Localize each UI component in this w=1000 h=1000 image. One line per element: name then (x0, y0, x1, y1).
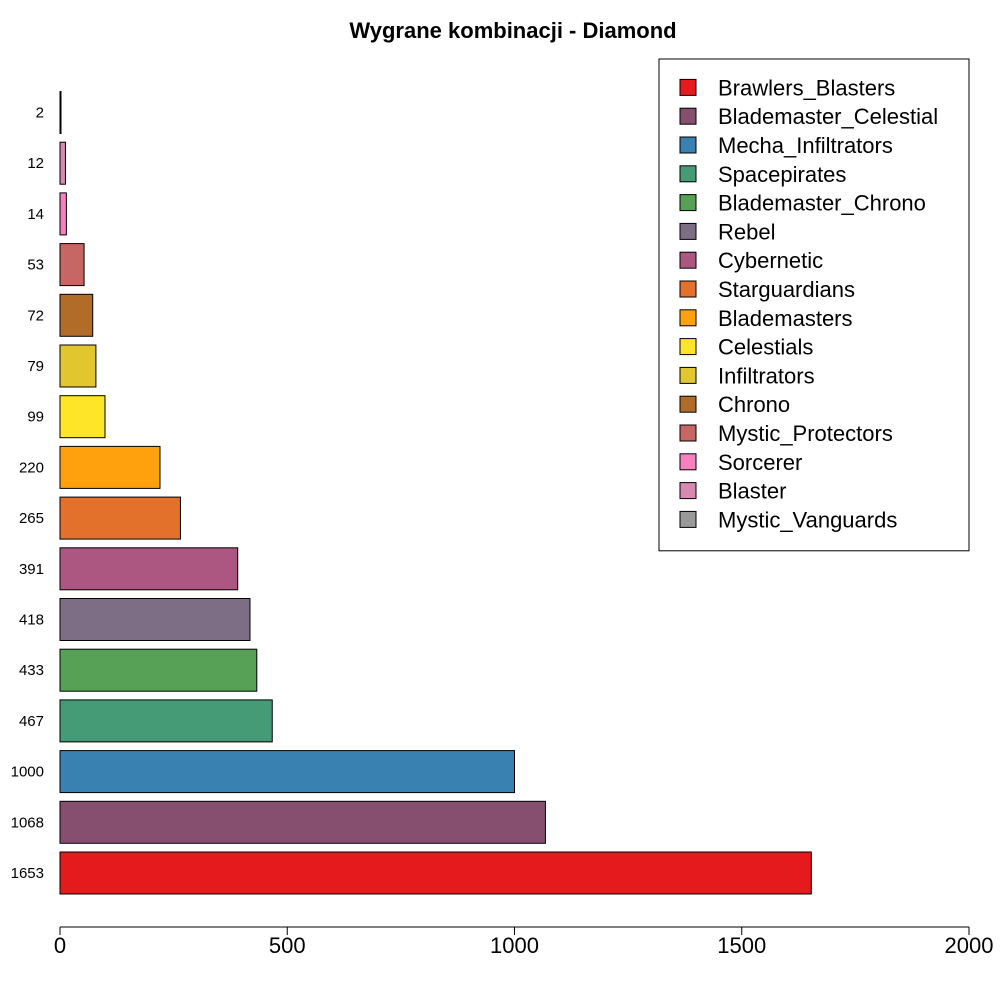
bar-391 (59, 547, 239, 591)
category-label: 79 (27, 358, 44, 375)
legend-swatch (679, 424, 697, 442)
legend-swatch (679, 395, 697, 413)
legend-swatch (679, 510, 697, 528)
category-label: 53 (27, 257, 44, 274)
bar-1653 (59, 851, 812, 895)
legend-entry: Infiltrators (718, 363, 815, 388)
bars-group (59, 91, 812, 895)
bar-467 (59, 699, 273, 743)
legend-entry: Cybernetic (718, 248, 823, 273)
category-label: 1000 (11, 764, 44, 781)
bar-265 (59, 496, 181, 540)
bar-433 (59, 648, 258, 692)
category-label: 391 (19, 561, 44, 578)
legend-entry: Blademaster_Chrono (718, 191, 926, 216)
bar-12 (59, 141, 66, 185)
bar-2 (59, 91, 62, 134)
legend-swatch (679, 107, 697, 125)
legend-swatch (679, 165, 697, 183)
category-label: 467 (19, 713, 44, 730)
legend-swatch (679, 222, 697, 240)
legend-swatch (679, 78, 697, 96)
x-tick-label: 1000 (490, 933, 539, 958)
legend-swatch (679, 251, 697, 269)
category-label: 433 (19, 662, 44, 679)
bar-99 (59, 395, 106, 439)
x-tick-label: 0 (54, 933, 66, 958)
category-label: 1653 (11, 865, 44, 882)
x-tick-label: 1500 (717, 933, 766, 958)
bar-79 (59, 344, 97, 388)
legend-entry: Mecha_Infiltrators (718, 133, 893, 158)
legend-entry: Starguardians (718, 277, 855, 302)
category-label: 220 (19, 459, 44, 476)
category-label: 265 (19, 510, 44, 527)
legend-entry: Spacepirates (718, 162, 846, 187)
bar-418 (59, 598, 251, 641)
category-label: 418 (19, 612, 44, 629)
legend-entry: Brawlers_Blasters (718, 75, 895, 100)
category-label: 72 (27, 307, 44, 324)
bar-1000 (59, 750, 515, 794)
legend: Brawlers_Blasters Blademaster_Celestial Me… (658, 58, 970, 552)
legend-swatch (679, 482, 697, 500)
x-axis: 0 500 1000 1500 2000 (54, 926, 994, 958)
category-labels: 1653 1068 1000 467 433 418 391 265 220 99 79 72 53 14… (11, 105, 44, 883)
legend-swatch (679, 309, 697, 327)
legend-entry: Blademasters (718, 306, 853, 331)
legend-box (658, 58, 970, 552)
legend-entry: Mystic_Vanguards (718, 507, 897, 532)
legend-entry: Sorcerer (718, 450, 802, 475)
x-tick-label: 2000 (945, 933, 994, 958)
category-label: 14 (27, 206, 44, 223)
legend-entry: Rebel (718, 219, 775, 244)
legend-swatch (679, 366, 697, 384)
category-label: 1068 (11, 814, 44, 831)
legend-entry: Chrono (718, 392, 790, 417)
x-tick-label: 500 (269, 933, 306, 958)
category-label: 99 (27, 409, 44, 426)
legend-entry: Blademaster_Celestial (718, 104, 938, 129)
bar-72 (59, 293, 94, 337)
bar-14 (59, 192, 67, 236)
legend-entry: Mystic_Protectors (718, 421, 893, 446)
bar-220 (59, 445, 161, 489)
legend-swatch (679, 136, 697, 154)
chart-title: Wygrane kombinacji - Diamond (349, 18, 676, 43)
category-label: 12 (27, 155, 44, 172)
category-label: 2 (36, 105, 44, 122)
legend-swatch (679, 338, 697, 356)
legend-entry: Celestials (718, 335, 813, 360)
legend-swatch (679, 194, 697, 212)
legend-entry: Blaster (718, 479, 786, 504)
bar-1068 (59, 800, 546, 844)
bar-53 (59, 243, 85, 287)
legend-swatch (679, 280, 697, 298)
legend-swatch (679, 453, 697, 471)
